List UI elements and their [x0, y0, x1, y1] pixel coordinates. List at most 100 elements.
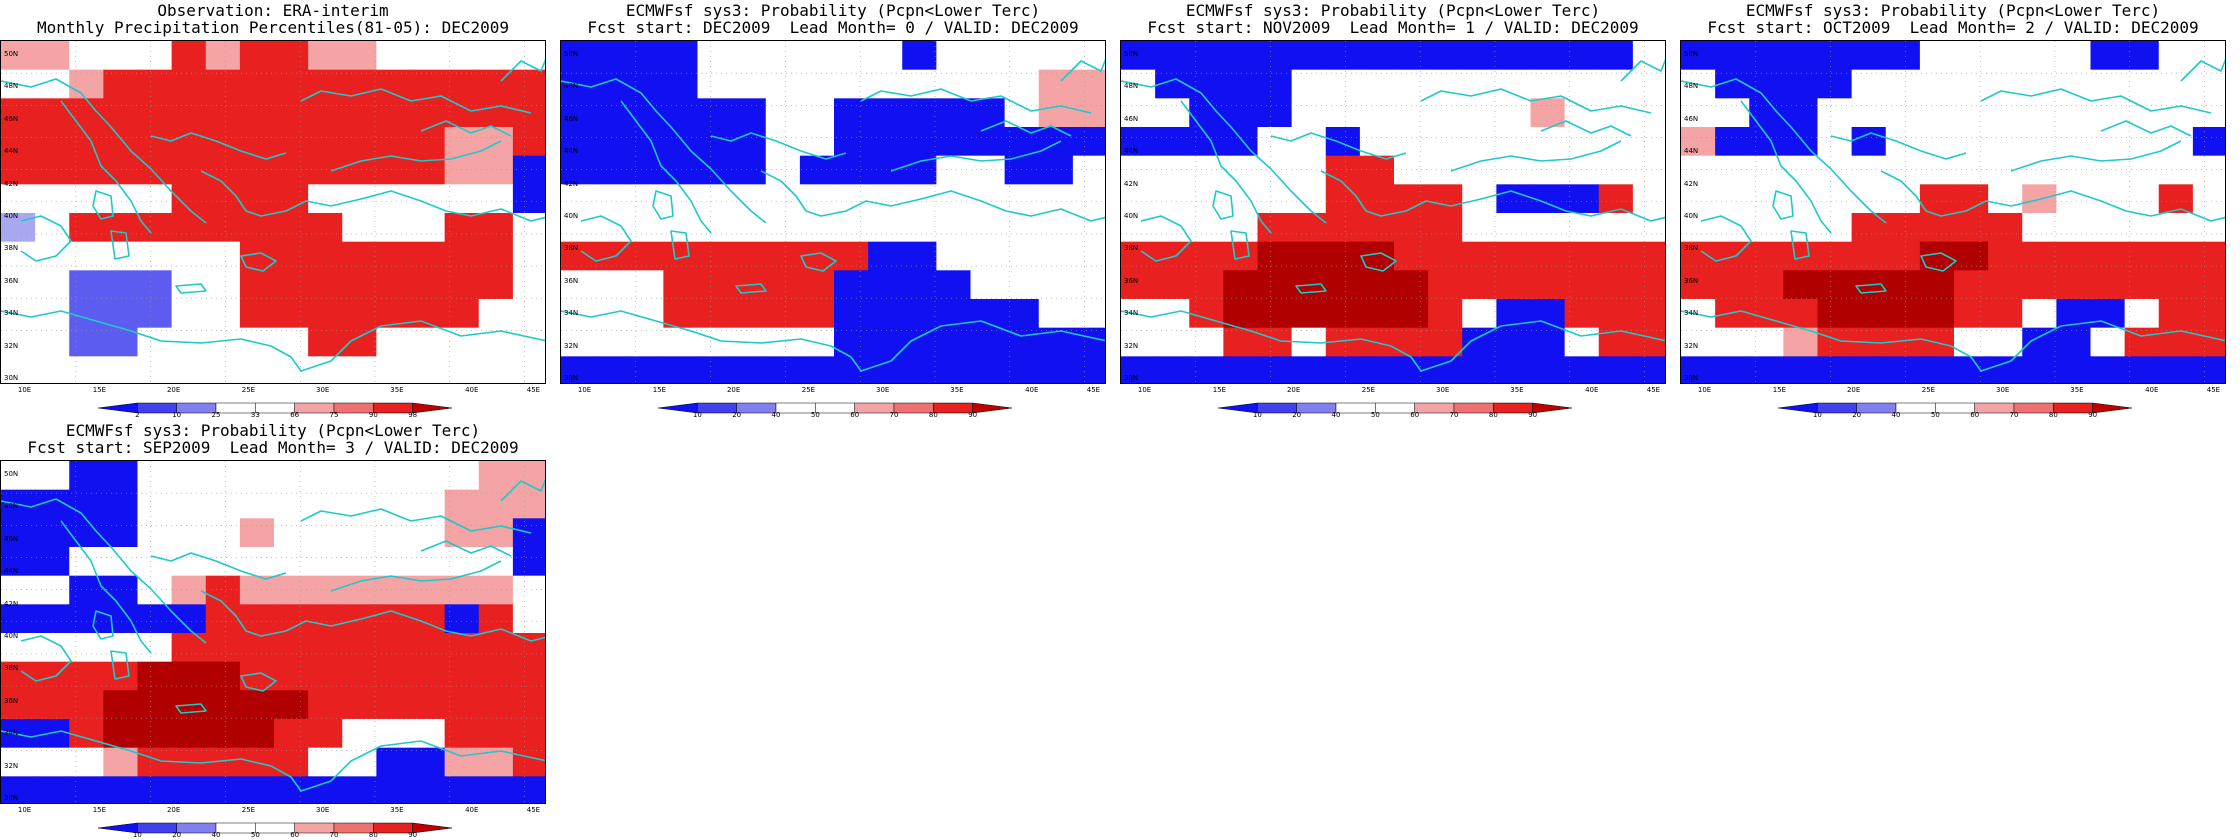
lat-tick-label: 42N	[1684, 179, 1699, 188]
grid-cell	[1496, 270, 1532, 300]
grid-cell	[1598, 155, 1634, 185]
grid-cell	[1121, 41, 1156, 71]
grid-cell	[137, 547, 173, 577]
grid-cell	[1004, 356, 1040, 383]
lat-tick-label: 34N	[564, 309, 579, 318]
grid-cell	[697, 127, 733, 157]
grid-cell	[308, 518, 343, 548]
grid-cell	[663, 69, 699, 99]
grid-cell	[936, 98, 972, 128]
lon-tick-label: 35E	[950, 386, 964, 394]
grid-cell	[512, 489, 545, 519]
grid-cell	[1681, 155, 1716, 185]
grid-cell	[512, 633, 545, 663]
grid-cell	[1, 155, 36, 185]
grid-cell	[2192, 69, 2225, 99]
grid-cell	[103, 461, 139, 491]
grid-cell	[970, 327, 1006, 357]
grid-cell	[35, 461, 70, 491]
colorbar-segment	[1895, 402, 1936, 414]
grid-cell	[239, 155, 275, 185]
grid-cell	[731, 69, 767, 99]
colorbar-label: 90	[968, 411, 978, 419]
grid-cell	[308, 98, 343, 128]
grid-cell	[1817, 127, 1853, 157]
grid-cell	[834, 213, 869, 243]
grid-cell	[561, 127, 596, 157]
grid-cell	[1072, 69, 1105, 99]
grid-cell	[1428, 127, 1463, 157]
colorbar-segment	[2092, 402, 2133, 414]
lat-tick-label: 34N	[4, 309, 19, 318]
grid-cell	[69, 356, 104, 383]
grid-map	[1, 461, 545, 803]
grid-cell	[1428, 270, 1463, 300]
lat-tick-label: 50N	[4, 50, 19, 58]
grid-cell	[1394, 127, 1429, 157]
colorbar-segment	[97, 822, 138, 834]
grid-cell	[1530, 270, 1566, 300]
grid-cell	[595, 41, 630, 71]
colorbar-label: 50	[810, 411, 820, 419]
grid-cell	[512, 270, 545, 300]
colorbar-segment	[373, 402, 413, 414]
grid-cell	[239, 776, 275, 803]
grid-cell	[561, 155, 596, 185]
grid-cell	[1681, 270, 1716, 300]
colorbar-label: 80	[1488, 411, 1498, 419]
grid-cell	[1359, 213, 1395, 243]
grid-cell	[444, 461, 480, 491]
colorbar-label: 80	[368, 831, 378, 839]
grid-cell	[1004, 41, 1040, 71]
grid-cell	[765, 299, 801, 329]
grid-cell	[2192, 127, 2225, 157]
grid-cell	[2022, 155, 2057, 185]
grid-cell	[239, 690, 275, 720]
lat-tick-label: 48N	[1684, 82, 1699, 91]
grid-cell	[1954, 241, 1989, 271]
grid-cell	[2022, 127, 2057, 157]
grid-cell	[868, 213, 903, 243]
grid-cell	[970, 98, 1006, 128]
grid-cell	[1004, 69, 1040, 99]
grid-cell	[765, 184, 801, 214]
grid-cell	[376, 213, 412, 243]
grid-cell	[1885, 213, 1921, 243]
grid-cell	[69, 213, 104, 243]
colorbar-label: 10	[132, 831, 142, 839]
colorbar-label: 20	[732, 411, 742, 419]
grid-cell	[868, 98, 903, 128]
grid-cell	[2090, 213, 2126, 243]
grid-cell	[512, 690, 545, 720]
grid-cell	[137, 661, 173, 691]
lon-tick-label: 25E	[1361, 386, 1376, 394]
colorbar-label: 70	[1449, 411, 1459, 419]
grid-cell	[1749, 213, 1784, 243]
grid-cell	[1988, 155, 2023, 185]
grid-cell	[1783, 270, 1819, 300]
grid-cell	[239, 213, 275, 243]
grid-cell	[35, 518, 70, 548]
colorbar-segment	[1375, 402, 1415, 414]
grid-cell	[2090, 327, 2126, 357]
map-area	[0, 460, 546, 804]
lat-tick-label: 30N	[1684, 374, 1699, 382]
grid-cell	[444, 299, 480, 329]
grid-cell	[1496, 98, 1532, 128]
grid-cell	[376, 633, 412, 663]
grid-cell	[1919, 155, 1955, 185]
grid-cell	[1, 604, 36, 634]
grid-cell	[205, 98, 241, 128]
grid-cell	[1189, 356, 1224, 383]
lon-tick-label: 40E	[1585, 386, 1599, 394]
grid-cell	[1749, 270, 1784, 300]
grid-cell	[1632, 241, 1665, 271]
grid-cell	[1632, 327, 1665, 357]
grid-cell	[2056, 270, 2092, 300]
grid-cell	[1072, 299, 1105, 329]
grid-cell	[35, 747, 70, 777]
grid-cell	[2158, 155, 2194, 185]
colorbar-label: 50	[1930, 411, 1940, 419]
grid-cell	[205, 575, 241, 605]
grid-cell	[205, 461, 241, 491]
